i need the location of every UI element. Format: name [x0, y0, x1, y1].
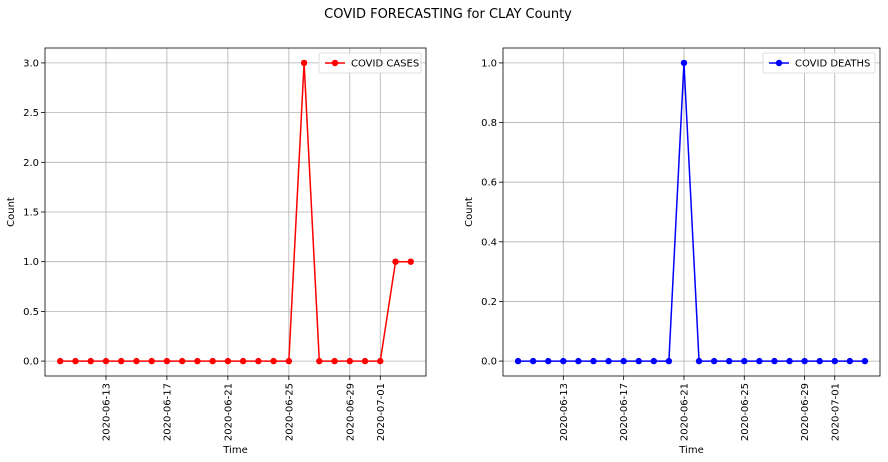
x-tick-label: 2020-07-01: [376, 383, 387, 441]
cases-data-point: [331, 357, 338, 365]
y-tick-label: 1.5: [23, 208, 39, 219]
legend-label: COVID DEATHS: [795, 59, 870, 70]
legend-box: [762, 52, 876, 74]
x-tick-label: 2020-06-13: [101, 383, 112, 441]
x-tick-label: 2020-06-21: [679, 383, 690, 441]
deaths-data-point: [665, 357, 673, 365]
cases-data-point: [361, 357, 369, 365]
deaths-data-point: [635, 357, 642, 365]
axes-frame: [502, 47, 881, 377]
figure-title: COVID FORECASTING for CLAY County: [324, 7, 572, 22]
y-tick-label: 1.0: [23, 257, 39, 268]
y-axis-label: Count: [464, 197, 475, 227]
cases-data-point: [407, 258, 414, 265]
x-tick-label: 2020-06-21: [223, 383, 234, 441]
cases-data-point: [148, 357, 155, 365]
y-tick-label: 3.0: [23, 58, 39, 69]
deaths-data-point: [756, 357, 763, 365]
y-tick-label: 0.5: [23, 307, 39, 318]
deaths-data-point: [771, 357, 778, 365]
deaths-series-line: [518, 62, 865, 362]
legend-label: COVID CASES: [351, 59, 419, 70]
cases-legend: COVID CASES: [318, 52, 422, 74]
deaths-data-point: [575, 357, 582, 365]
deaths-data-point: [620, 357, 627, 365]
deaths-data-point: [695, 357, 703, 365]
cases-data-point: [300, 59, 308, 67]
deaths-legend: COVID DEATHS: [762, 52, 876, 74]
x-tick-label: 2020-06-29: [800, 383, 811, 441]
x-tick-label: 2020-06-25: [740, 383, 751, 441]
x-tick-label: 2020-06-13: [559, 383, 570, 441]
deaths-data-point: [786, 357, 793, 365]
cases-data-point: [118, 357, 125, 365]
cases-data-point: [316, 357, 323, 365]
deaths-data-point: [726, 357, 733, 365]
cases-gridlines: [45, 48, 426, 376]
deaths-data-point: [680, 59, 688, 67]
deaths-data-point: [861, 357, 869, 365]
y-tick-label: 1.0: [481, 58, 497, 69]
cases-data-point: [102, 357, 110, 365]
cases-data-point: [163, 357, 171, 365]
cases-data-point: [346, 357, 353, 365]
cases-data-point: [239, 357, 247, 365]
cases-data-point: [178, 357, 186, 365]
cases-data-point: [57, 357, 64, 365]
cases-data-point: [72, 357, 79, 365]
x-tick-label: 2020-07-01: [830, 383, 841, 441]
deaths-data-point: [514, 357, 522, 365]
y-tick-label: 0.6: [481, 178, 497, 189]
legend-marker: [775, 59, 783, 67]
cases-data-point: [285, 357, 293, 365]
x-tick-label: 2020-06-17: [162, 383, 173, 441]
deaths-chart-panel: 2020-06-13 2020-06-17 2020-06-21 2020-06-25…: [464, 47, 881, 456]
deaths-data-point: [529, 357, 537, 365]
y-tick-label: 0.0: [23, 357, 39, 368]
y-tick-label: 2.5: [23, 108, 39, 119]
cases-data-point: [392, 258, 399, 265]
x-tick-label: 2020-06-17: [619, 383, 630, 441]
legend-marker: [331, 59, 339, 67]
x-axis-label: Time: [678, 445, 703, 456]
axes-frame: [44, 47, 427, 377]
deaths-data-point: [605, 357, 612, 365]
deaths-data-point: [590, 357, 597, 365]
y-tick-label: 0.8: [481, 118, 497, 129]
deaths-data-point: [710, 357, 718, 365]
y-tick-label: 0.4: [481, 237, 497, 248]
cases-data-point: [87, 357, 94, 365]
deaths-data-point: [560, 357, 567, 365]
cases-data-point: [255, 357, 262, 365]
x-tick-label: 2020-06-25: [284, 383, 295, 441]
cases-data-point: [270, 357, 277, 365]
cases-chart-panel: 2020-06-13 2020-06-17 2020-06-21 2020-06-25…: [6, 47, 427, 456]
legend-box: [318, 52, 422, 74]
x-tick-label: 2020-06-29: [345, 383, 356, 441]
y-tick-label: 0.0: [481, 357, 497, 368]
deaths-data-point: [831, 357, 838, 365]
cases-data-point: [209, 357, 216, 365]
cases-data-point: [133, 357, 140, 365]
deaths-data-point: [650, 357, 657, 365]
y-tick-label: 2.0: [23, 158, 39, 169]
y-tick-label: 0.2: [481, 297, 497, 308]
deaths-data-point: [846, 357, 854, 365]
x-axis-label: Time: [222, 445, 247, 456]
cases-data-point: [194, 357, 201, 365]
deaths-data-point: [801, 357, 808, 365]
deaths-data-point: [816, 357, 823, 365]
deaths-data-point: [545, 357, 552, 365]
y-axis-label: Count: [6, 197, 17, 227]
cases-data-point: [224, 357, 232, 365]
deaths-data-point: [741, 357, 748, 365]
cases-data-point: [377, 357, 384, 365]
